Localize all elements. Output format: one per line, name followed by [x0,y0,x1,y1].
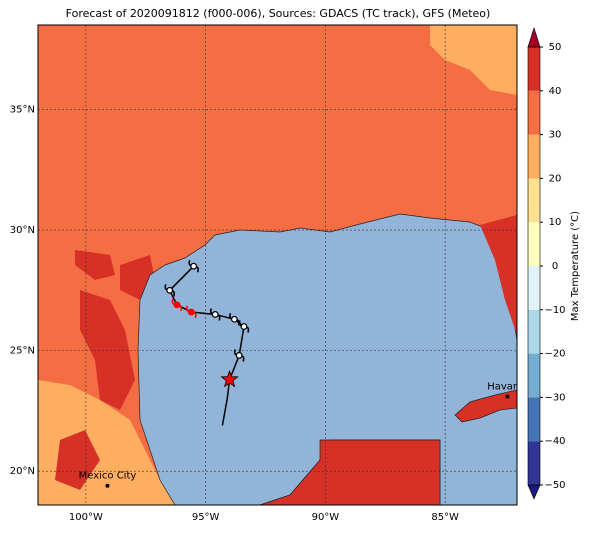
storm-eye [235,352,243,359]
map: Havana Mexico City [38,25,525,505]
colorbar-over [527,27,541,48]
map-ticks: 100°W 95°W 90°W 85°W 20°N 25°N 30°N 35°N [10,104,459,523]
graticule [38,25,517,505]
colorbar-tick-label: −40 [544,436,565,447]
city-dot [505,394,510,399]
yucatan [259,439,441,505]
storm-eye [173,301,181,309]
colorbar: −50 −40 −30 −20 −10 0 10 20 30 40 50 [527,27,566,500]
lon-label: 100°W [69,512,103,523]
colorbar-bin [528,353,540,398]
colorbar-bin [528,441,540,485]
colorbar-tick-label: −30 [544,392,565,403]
storm-eye [230,315,238,323]
lon-label: 90°W [312,512,340,523]
colorbar-label: Max Temperature (°C) [570,211,581,321]
title: Forecast of 2020091812 (f000-006), Sourc… [66,7,491,20]
colorbar-bin [528,90,540,135]
colorbar-tick-label: 10 [549,217,562,228]
colorbar-tick-label: 50 [549,42,562,53]
colorbar-tick-label: 40 [549,86,562,97]
colorbar-bin [528,134,540,179]
lat-label: 35°N [10,104,35,115]
colorbar-under [527,484,541,500]
colorbar-tick-label: −20 [544,349,565,360]
storm-eye [211,311,219,318]
lat-label: 20°N [10,466,35,477]
colorbar-bin [528,309,540,354]
colorbar-bin [528,178,540,223]
storm-eye [190,262,198,270]
colorbar-tick-label: −50 [544,480,565,491]
colorbar-bin [528,266,540,310]
storm-eye [187,308,195,316]
storm-track: Havana Mexico City [79,259,525,488]
colorbar-bin [528,47,540,91]
colorbar-bin [528,397,540,442]
warm-zone [430,25,517,95]
colorbar-tick-label: 20 [549,173,562,184]
lat-label: 30°N [10,225,35,236]
hot-zone [480,215,517,335]
city-label: Havana [487,381,525,392]
city-dot [105,483,110,488]
colorbar-bin [528,222,540,266]
lon-label: 95°W [192,512,220,523]
lat-label: 25°N [10,346,35,357]
colorbar-tick-label: 0 [552,261,558,272]
map-frame [37,24,518,506]
cuba [454,389,517,423]
current-position [220,369,239,388]
lon-label: 85°W [431,512,459,523]
hot-zone [55,250,155,490]
storm-eye [166,286,174,294]
city-label: Mexico City [79,471,137,482]
storm-eye [240,323,248,330]
colorbar-tick-label: −10 [544,305,565,316]
colorbar-tick-label: 30 [549,130,562,141]
